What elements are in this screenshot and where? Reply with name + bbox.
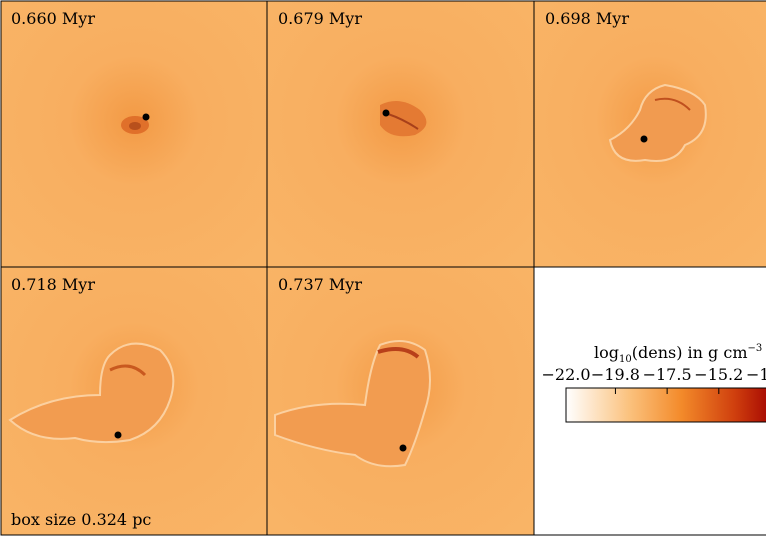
cloud-core (129, 122, 141, 130)
time-label: 0.718 Myr (11, 275, 95, 294)
filament (387, 113, 419, 130)
time-label: 0.679 Myr (278, 9, 362, 28)
panel (0, 0, 268, 268)
colorbar-ticks: −22.0−19.8−17.5−15.2−12.9 (541, 365, 766, 394)
filament (109, 364, 147, 377)
colorbar-tick-label: −12.9 (746, 365, 766, 384)
star (142, 113, 150, 121)
time-label: 0.698 Myr (545, 9, 629, 28)
time-label: 0.737 Myr (278, 275, 362, 294)
colorbar-tick-label: −19.8 (591, 365, 640, 384)
star (382, 109, 390, 117)
filament (654, 97, 691, 111)
colorbar-label: log10(dens) in g cm−3 (594, 343, 762, 365)
cloud (274, 340, 431, 468)
colorbar-tick-label: −15.2 (694, 365, 743, 384)
scale-label: box size 0.324 pc (11, 510, 151, 529)
star (114, 431, 122, 439)
star (399, 444, 407, 452)
colorbar (565, 387, 766, 423)
filament (377, 346, 420, 359)
star (640, 135, 648, 143)
colorbar-tick-label: −17.5 (643, 365, 692, 384)
colorbar-tick-label: −22.0 (541, 365, 590, 384)
time-label: 0.660 Myr (11, 9, 95, 28)
